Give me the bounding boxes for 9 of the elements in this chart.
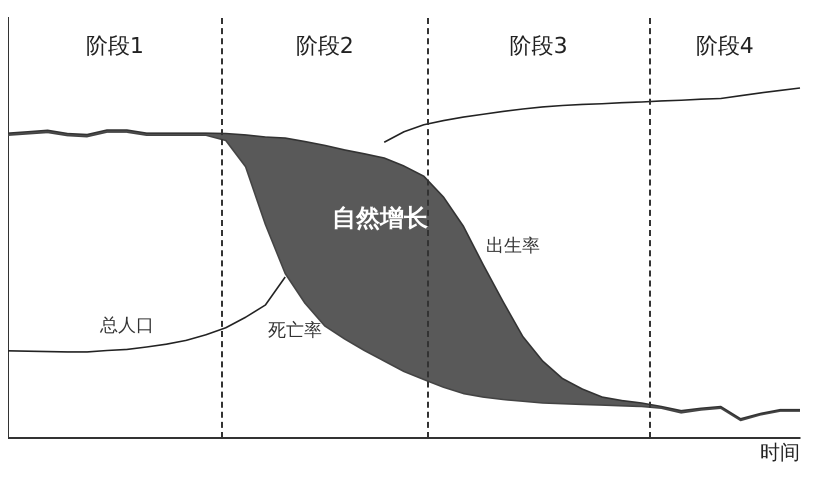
series-label: 出生率 [486, 235, 540, 256]
x-axis-title: 时间 [760, 440, 800, 464]
text: 阶段1 [86, 34, 144, 60]
text: 阶段4 [696, 34, 754, 60]
series-label: 死亡率 [268, 320, 322, 341]
series-label: 总人口 [99, 315, 154, 336]
annotation: 自然增长 [332, 204, 428, 232]
text: 阶段2 [296, 34, 354, 60]
text: 阶段3 [510, 34, 568, 60]
